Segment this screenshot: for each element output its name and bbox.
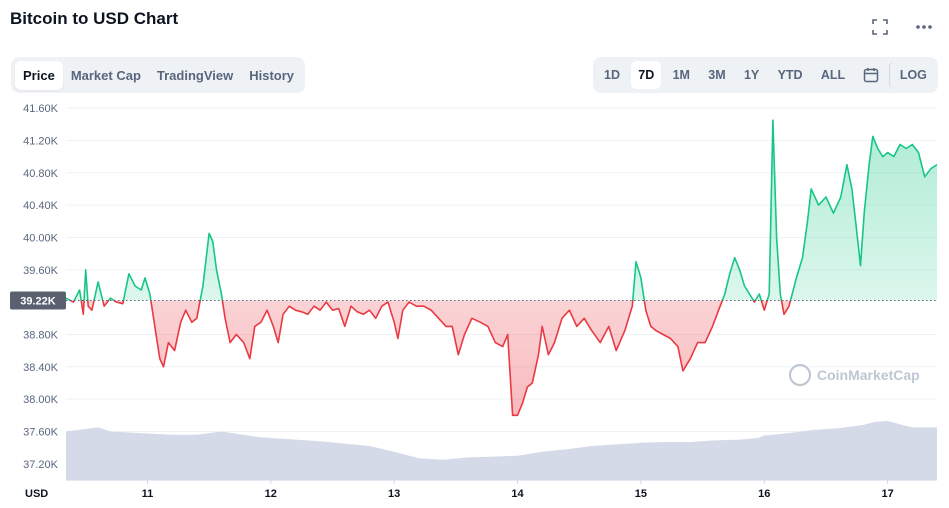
y-tick-label: 38.80K bbox=[23, 329, 59, 341]
range-1d[interactable]: 1D bbox=[604, 68, 620, 82]
range-1m[interactable]: 1M bbox=[672, 68, 690, 82]
tab-tradingview[interactable]: TradingView bbox=[156, 67, 234, 83]
x-axis-ticks: 11 12 13 14 15 16 17 bbox=[66, 479, 937, 500]
y-tick-label: 38.00K bbox=[23, 394, 59, 406]
current-price-label: 39.22K bbox=[10, 291, 66, 310]
range-7d[interactable]: 7D bbox=[631, 61, 662, 89]
range-1y[interactable]: 1Y bbox=[743, 68, 760, 82]
y-tick-label: 41.60K bbox=[23, 103, 59, 115]
y-tick-label: 38.40K bbox=[23, 362, 59, 374]
range-all[interactable]: ALL bbox=[820, 68, 846, 82]
watermark: CoinMarketCap bbox=[788, 363, 920, 387]
y-axis-ticks: 41.60K 41.20K 40.80K 40.40K 40.00K 39.60K 38.8… bbox=[23, 103, 59, 471]
page-title: Bitcoin to USD Chart bbox=[10, 9, 179, 28]
x-tick-label: 17 bbox=[882, 488, 894, 500]
tab-price[interactable]: Price bbox=[15, 60, 63, 90]
y-tick-label: 40.80K bbox=[23, 168, 59, 180]
y-tick-label: 40.00K bbox=[23, 232, 59, 244]
y-tick-label: 39.60K bbox=[23, 265, 59, 277]
x-tick-label: 16 bbox=[758, 488, 770, 500]
y-tick-label: 40.40K bbox=[23, 200, 59, 212]
y-tick-label: 37.60K bbox=[23, 426, 59, 438]
chart-toolbar bbox=[869, 16, 935, 38]
range-3m[interactable]: 3M bbox=[708, 68, 726, 82]
price-line bbox=[65, 119, 938, 417]
x-tick-label: 13 bbox=[388, 488, 400, 500]
current-price-box bbox=[10, 291, 66, 310]
x-tick-label: 15 bbox=[635, 488, 647, 500]
chart-type-tabs: Price Market Cap TradingView History bbox=[11, 57, 305, 93]
coinmarketcap-logo-icon bbox=[788, 363, 812, 387]
x-tick-label: 11 bbox=[142, 488, 154, 500]
y-axis-unit-label: USD bbox=[25, 488, 48, 500]
tab-market-cap[interactable]: Market Cap bbox=[70, 67, 141, 83]
tab-history[interactable]: History bbox=[249, 67, 295, 83]
price-fill-up bbox=[66, 120, 937, 301]
x-tick-label: 12 bbox=[265, 488, 277, 500]
y-tick-label: 41.20K bbox=[23, 135, 59, 147]
calendar-icon[interactable] bbox=[857, 67, 885, 83]
time-range-selector: 1D 7D 1M 3M 1Y YTD ALL LOG bbox=[593, 57, 938, 93]
range-ytd[interactable]: YTD bbox=[777, 68, 803, 82]
more-icon[interactable] bbox=[913, 16, 935, 38]
watermark-text: CoinMarketCap bbox=[817, 367, 920, 383]
current-price-text: 39.22K bbox=[20, 296, 56, 308]
price-line-down bbox=[68, 300, 792, 417]
y-tick-label: 37.20K bbox=[23, 459, 59, 471]
volume-area bbox=[66, 421, 937, 480]
price-line-up bbox=[65, 119, 938, 301]
x-tick-label: 14 bbox=[511, 488, 524, 500]
log-scale-toggle[interactable]: LOG bbox=[888, 61, 934, 89]
volume-series bbox=[66, 421, 937, 480]
price-fill bbox=[66, 120, 937, 416]
fullscreen-icon[interactable] bbox=[869, 16, 891, 38]
